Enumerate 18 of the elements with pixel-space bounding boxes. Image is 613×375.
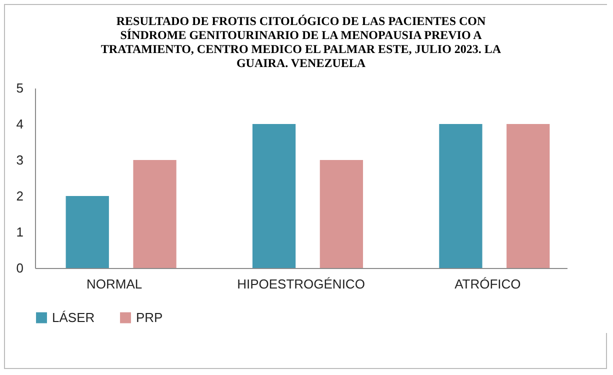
bar (252, 124, 296, 268)
y-tick-label: 1 (16, 224, 24, 240)
y-tick-label: 4 (16, 116, 24, 132)
y-tick-label: 3 (16, 152, 24, 168)
x-tick-label: ATRÓFICO (454, 276, 521, 292)
bar (320, 160, 364, 268)
y-tick-label: 5 (16, 80, 24, 96)
bar (66, 196, 109, 268)
x-tick-label: NORMAL (86, 276, 142, 292)
x-tick-label: HIPOESTROGÉNICO (237, 276, 365, 292)
chart-title: RESULTADO DE FROTIS CITOLÓGICO DE LAS PACIENTES CON SÍNDROME GENITOURINARIO DE LA MENOPAUSIA PREVIO A TRATAMIENTO, CENTRO MEDICO EL PALMAR ESTE, JULIO 2023. LA GUAIRA. VENEZUELA (100, 14, 502, 70)
legend-label: LÁSER (52, 310, 95, 325)
y-tick-label: 0 (16, 260, 24, 276)
bar (133, 160, 176, 268)
bar (439, 124, 482, 268)
y-tick-label: 2 (16, 188, 24, 204)
legend-label: PRP (136, 310, 163, 325)
bar (506, 124, 550, 268)
